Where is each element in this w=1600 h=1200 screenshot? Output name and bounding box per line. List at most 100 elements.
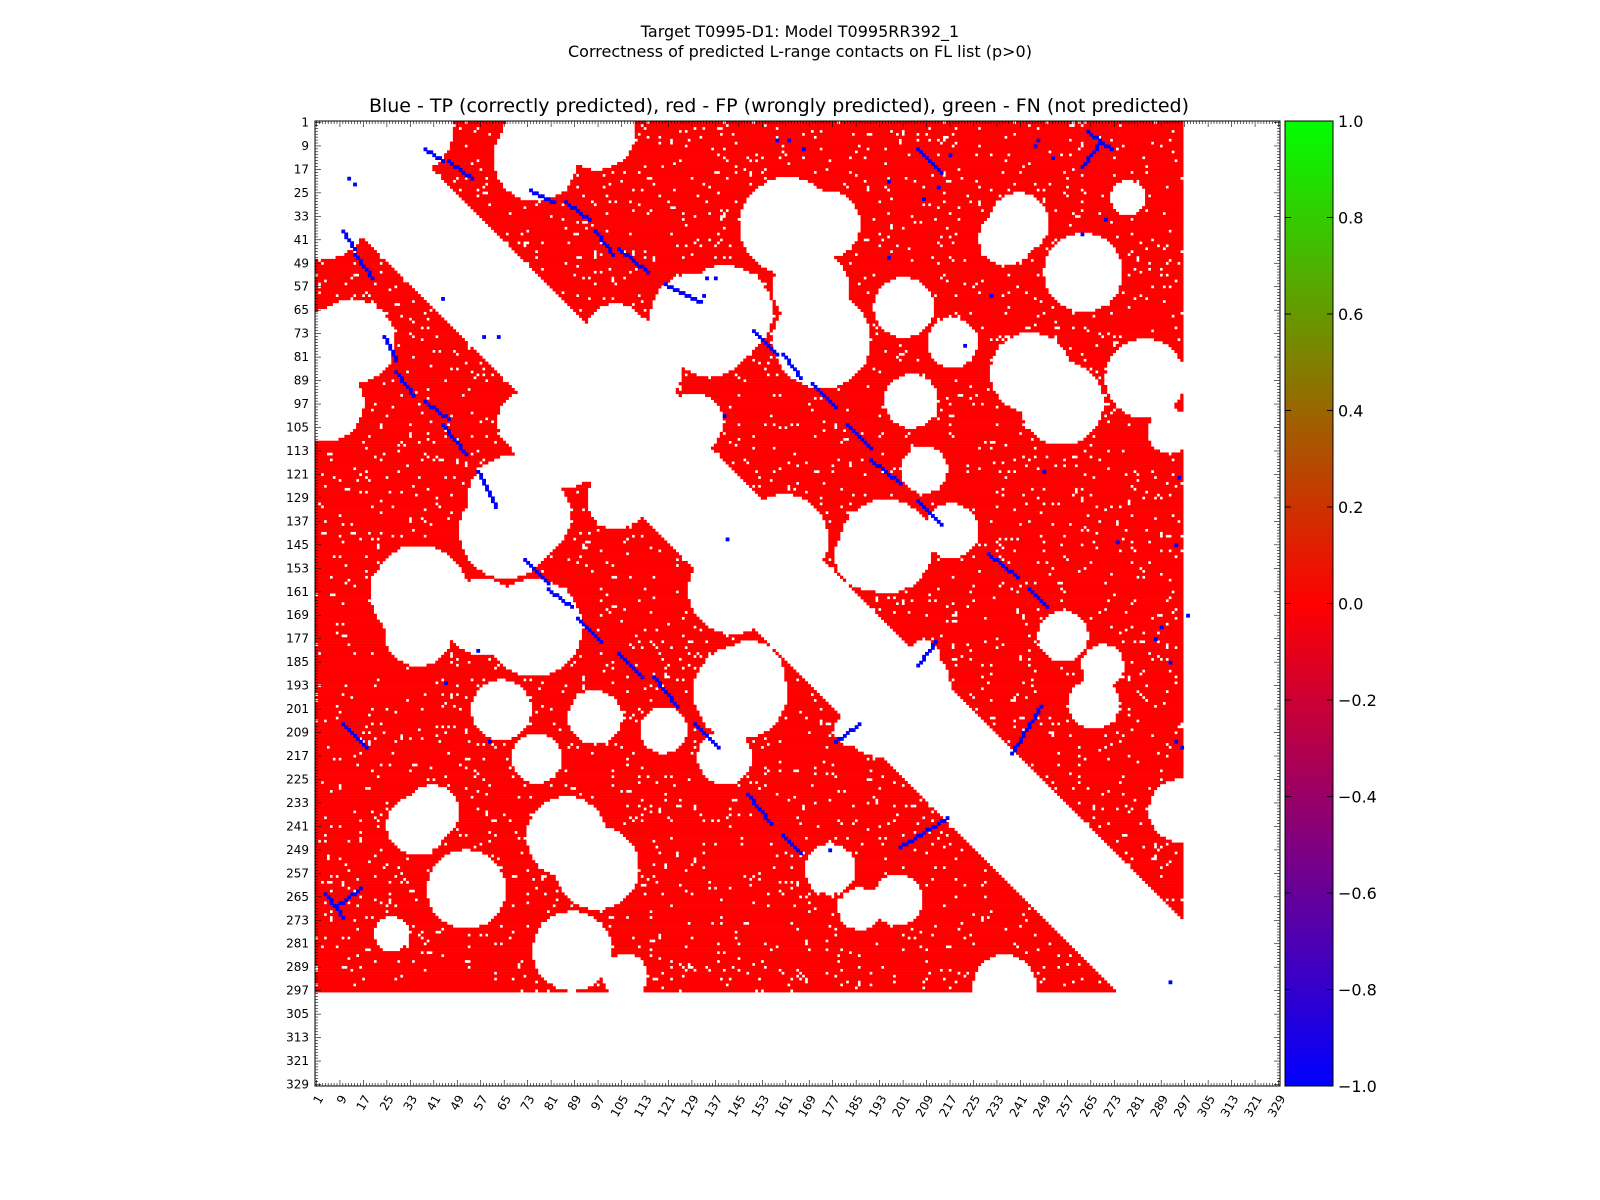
tp-cell <box>763 816 768 820</box>
fp-cell-run <box>1048 560 1090 565</box>
fp-cell-run <box>555 194 583 198</box>
fp-cell-run <box>666 751 691 755</box>
fp-cell-run <box>1080 569 1143 573</box>
fp-cell-run <box>1045 197 1111 201</box>
fp-cell-run <box>552 214 694 219</box>
fp-cell-run <box>341 857 407 861</box>
fp-cell-run <box>315 569 366 573</box>
fp-cell-run <box>420 728 465 732</box>
fp-cell-run <box>1004 170 1020 175</box>
fp-cell-run <box>696 860 806 864</box>
fp-cell-run <box>537 989 548 993</box>
fp-cell-run <box>869 185 885 189</box>
fp-cell-run <box>596 282 615 286</box>
fp-cell-run <box>373 707 386 711</box>
fp-cell-run <box>470 933 480 937</box>
tp-cell <box>922 657 926 662</box>
fp-cell-run <box>1062 599 1108 603</box>
fp-cell-run <box>596 807 644 811</box>
fp-cell-run <box>972 648 1029 653</box>
fp-cell-run <box>1039 273 1043 277</box>
fp-cell-run <box>719 241 744 245</box>
fp-cell-run <box>948 619 952 623</box>
fp-cell-run <box>608 211 647 216</box>
fp-cell-run <box>446 833 460 837</box>
fp-cell-run <box>658 687 662 691</box>
fp-cell-run <box>828 537 841 541</box>
fp-cell-run <box>467 786 571 791</box>
fp-cell-run <box>831 519 847 524</box>
fp-cell-run <box>977 153 990 157</box>
y-tick-label: 193 <box>286 679 309 693</box>
fp-cell-run <box>1013 587 1061 591</box>
fp-cell-run <box>361 393 401 398</box>
fp-cell-run <box>426 311 439 315</box>
tp-cell <box>922 197 926 202</box>
fp-cell-run <box>781 663 791 667</box>
fp-cell-run <box>643 962 680 967</box>
x-tick-label: 201 <box>889 1093 913 1120</box>
fp-cell-run <box>473 162 495 166</box>
fp-cell-run <box>315 710 339 714</box>
fp-cell-run <box>397 904 430 908</box>
fp-cell-run <box>315 822 386 826</box>
fp-cell-run <box>1013 954 1058 958</box>
fp-cell-run <box>722 898 838 902</box>
fp-cell-run <box>763 156 779 160</box>
fp-cell-run <box>907 590 970 594</box>
fp-cell-run <box>614 666 665 670</box>
fp-cell-run <box>532 267 542 271</box>
fp-cell-run <box>951 211 990 216</box>
fp-cell-run <box>446 731 465 735</box>
fp-cell-run <box>315 549 398 553</box>
fp-cell-run <box>479 194 515 198</box>
fp-cell-run <box>719 959 762 964</box>
colorbar-tick-label: 0.4 <box>1338 402 1363 421</box>
fp-cell-run <box>860 144 952 148</box>
fp-cell-run <box>573 176 647 180</box>
fp-cell-run <box>625 710 641 714</box>
fp-cell-run <box>593 795 794 799</box>
fp-cell-run <box>338 622 342 626</box>
fp-cell-run <box>315 478 339 483</box>
fp-cell-run <box>661 549 677 553</box>
fp-cell-run <box>332 874 336 879</box>
fp-cell-run <box>737 170 750 175</box>
fp-cell-run <box>1016 121 1046 125</box>
fp-cell-run <box>315 560 377 565</box>
fp-cell-run <box>983 208 993 213</box>
fp-cell-run <box>458 367 483 371</box>
fp-cell-run <box>1150 560 1184 565</box>
fp-cell-run <box>916 936 964 940</box>
fp-cell-run <box>1024 493 1073 497</box>
tp-cell <box>848 426 853 430</box>
fp-cell-run <box>1106 643 1166 647</box>
fp-cell-run <box>1021 170 1064 175</box>
fp-cell-run <box>801 822 841 826</box>
fp-cell-run <box>819 511 826 515</box>
fp-cell-run <box>628 690 685 694</box>
fp-cell-run <box>605 907 814 911</box>
fp-cell-run <box>951 986 973 990</box>
fp-cell-run <box>930 379 955 383</box>
fp-cell-run <box>998 338 1002 342</box>
fp-cell-run <box>1089 370 1096 374</box>
fp-cell-run <box>537 203 562 207</box>
fp-cell-run <box>438 681 489 685</box>
fp-cell-run <box>549 285 662 289</box>
fp-cell-run <box>672 232 718 236</box>
fp-cell-run <box>930 382 993 386</box>
fp-cell-run <box>534 877 542 881</box>
fp-cell-run <box>1071 807 1093 811</box>
fp-cell-run <box>549 778 688 782</box>
fp-cell-run <box>608 739 644 744</box>
fp-cell-run <box>1086 434 1093 439</box>
fp-cell-run <box>1124 537 1184 541</box>
fp-cell-run <box>408 942 424 946</box>
fp-cell-run <box>391 355 413 359</box>
fp-cell-run <box>863 599 876 603</box>
fp-cell-run <box>822 707 835 711</box>
fp-cell-run <box>945 977 976 981</box>
fp-cell-run <box>734 461 747 465</box>
fp-cell-run <box>482 933 486 937</box>
